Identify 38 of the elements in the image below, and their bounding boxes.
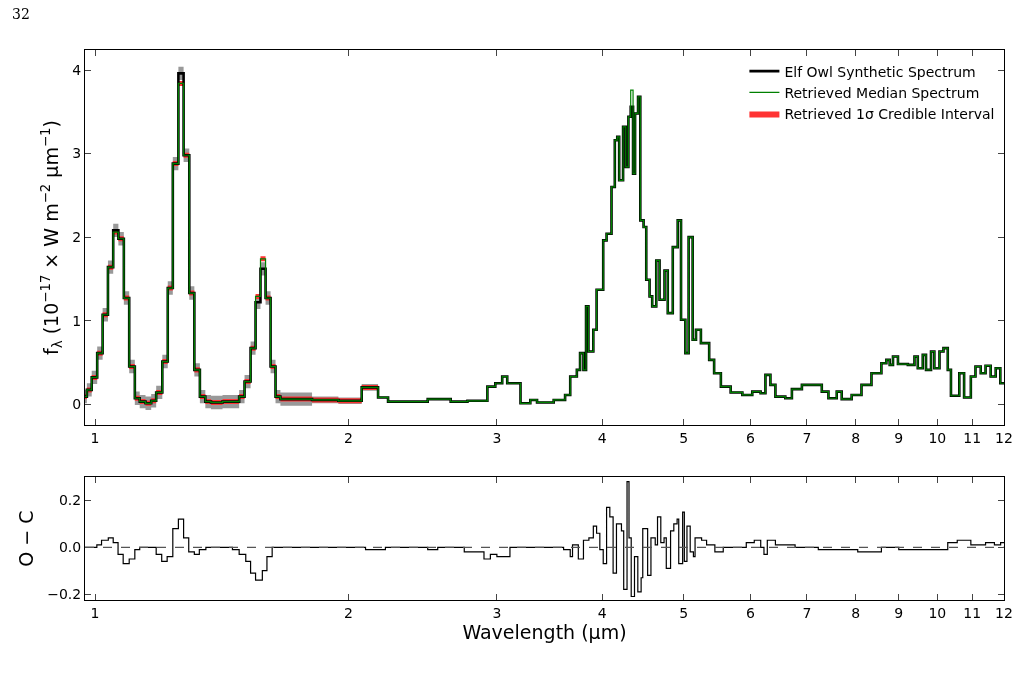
x-tick-label: 12 — [995, 429, 1013, 446]
y-tick-label: 1 — [72, 312, 82, 329]
y-axis-title: O − C — [15, 510, 38, 567]
x-tick-label: 12 — [995, 604, 1013, 621]
legend-label: Elf Owl Synthetic Spectrum — [784, 63, 976, 80]
x-tick-label: 7 — [802, 429, 812, 446]
y-tick-label: 0.0 — [58, 539, 82, 556]
x-tick-label: 11 — [963, 429, 982, 446]
x-tick-label: 9 — [894, 604, 904, 621]
x-tick-label: 9 — [894, 429, 904, 446]
x-tick-label: 4 — [597, 604, 607, 621]
legend-label: Retrieved Median Spectrum — [784, 84, 980, 101]
x-tick-label: 6 — [745, 604, 755, 621]
x-tick-label: 1 — [90, 604, 100, 621]
x-tick-label: 6 — [745, 429, 755, 446]
x-tick-label: 8 — [851, 429, 861, 446]
x-axis-title: Wavelength (μm) — [462, 620, 627, 643]
x-tick-label: 5 — [679, 429, 689, 446]
x-tick-label: 2 — [344, 429, 354, 446]
x-tick-label: 5 — [679, 604, 689, 621]
y-tick-label: 2 — [72, 228, 82, 245]
legend-label: Retrieved 1σ Credible Interval — [784, 105, 995, 122]
y-tick-label: 4 — [72, 61, 82, 78]
x-tick-label: 7 — [802, 604, 812, 621]
x-tick-label: 3 — [492, 429, 502, 446]
text: 32 — [12, 6, 30, 22]
y-tick-label: 0.2 — [58, 492, 82, 509]
y-tick-label: 3 — [72, 145, 82, 162]
x-tick-label: 10 — [928, 604, 947, 621]
x-tick-label: 10 — [928, 429, 947, 446]
y-tick-label: −0.2 — [47, 586, 82, 603]
y-tick-label: 0 — [72, 396, 82, 413]
x-tick-label: 1 — [90, 429, 100, 446]
x-tick-label: 4 — [597, 429, 607, 446]
x-tick-label: 2 — [344, 604, 354, 621]
x-tick-label: 3 — [492, 604, 502, 621]
x-tick-label: 8 — [851, 604, 861, 621]
x-tick-label: 11 — [963, 604, 982, 621]
